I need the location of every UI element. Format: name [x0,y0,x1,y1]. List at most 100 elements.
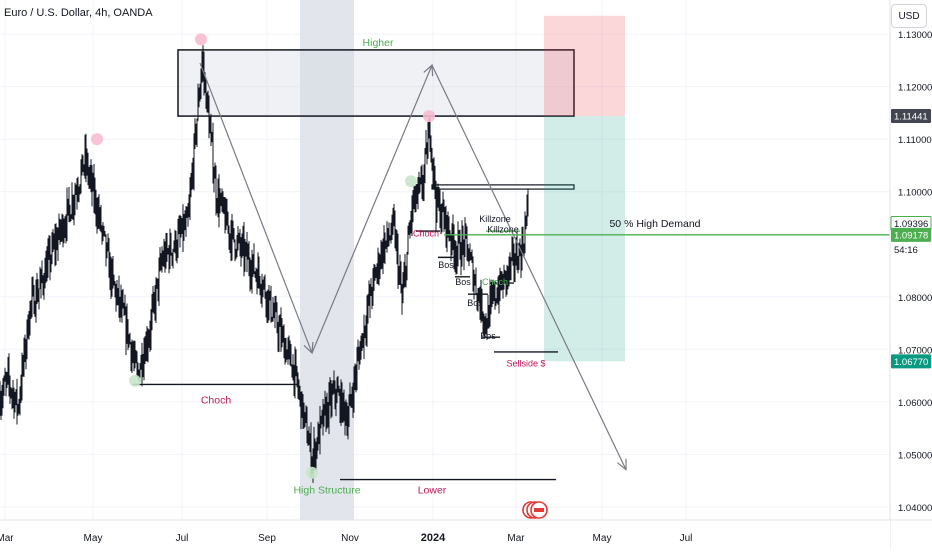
candle-body [381,248,382,264]
candle-body [57,238,58,248]
candle-body [192,172,193,182]
candle-body [115,285,116,288]
time-tick-label: May [593,533,612,544]
price-tick-label: 1.08000 [898,293,932,304]
candle-body [219,190,220,211]
candle-body [347,416,348,429]
candle-body [527,204,528,218]
candle-body [224,199,225,211]
candle-body [238,239,239,240]
candle-body [301,392,302,417]
candle-body [262,290,263,293]
candle-body [246,245,247,249]
candle-body [189,206,190,217]
candle-body [194,139,195,178]
candle-body [372,295,373,296]
annotation-label: Lower [418,485,447,497]
candle-body [265,281,266,295]
candle-body [368,297,369,311]
candle-body [256,273,257,276]
candle-body [118,289,119,294]
candle-body [492,293,493,295]
candle-body [387,229,388,241]
candle-body [121,298,122,310]
candle-body [25,344,26,356]
candle-body [271,292,272,317]
candle-body [182,219,183,233]
candle-body [338,390,339,393]
candle-body [281,323,282,340]
annotation-label: Bos [438,260,454,270]
candle-body [103,228,104,230]
candle-body [145,353,146,361]
candle-body [61,229,62,234]
candle-body [232,225,233,249]
candle-body [255,273,256,274]
candle-body [331,392,332,406]
candle-body [370,286,371,301]
candle-body [451,238,452,245]
candle-body [215,176,216,179]
candle-body [80,185,81,190]
candle-body [247,245,248,260]
candle-body [432,155,433,159]
candle-body [38,294,39,300]
candle-body [343,394,344,419]
candle-body [296,362,297,367]
candle-body [96,194,97,213]
candle-body [127,320,128,340]
candle-body [513,249,514,251]
candle-body [33,289,34,292]
candle-body [84,166,85,172]
price-axis[interactable]: 1.130001.120001.110001.100001.080001.070… [890,0,932,550]
candle-body [105,231,106,235]
candle-body [129,336,130,342]
candle-body [68,199,69,203]
candle-body [360,353,361,359]
candle-body [442,204,443,220]
candle-body [93,179,94,190]
candle-body [209,108,210,133]
candle-body [362,334,363,343]
candle-body [526,219,527,225]
candle-body [159,268,160,291]
candle-body [188,212,189,217]
candle-body [44,286,45,288]
candle-body [490,298,491,324]
time-tick-label: Jul [680,533,693,544]
candle-body [285,346,286,358]
candle-body [226,207,227,227]
candle-body [22,363,23,390]
candle-body [48,253,49,261]
candle-body [260,278,261,288]
candle-body [124,305,125,314]
candle-body [217,203,218,207]
candle-body [45,266,46,288]
candle-body [321,417,322,418]
candle-body [249,254,250,267]
candle-body [389,239,390,240]
candle-body [525,225,526,248]
candle-body [101,212,102,230]
candle-body [267,291,268,307]
candle-body [395,219,396,245]
candle-body [392,218,393,236]
candle-body [43,279,44,286]
candle-body [148,343,149,349]
candle-body [180,227,181,232]
candle-body [457,251,458,261]
candle-body [521,251,522,264]
candle-body [162,259,163,264]
candle-body [448,217,449,230]
candle-body [207,94,208,108]
price-badge-label: 1.09178 [894,230,928,241]
candle-body [87,160,88,166]
candle-body [252,264,253,278]
candle-body [83,155,84,171]
candle-body [168,251,169,252]
candle-body [440,200,441,224]
currency-selector[interactable]: USD [891,4,927,28]
